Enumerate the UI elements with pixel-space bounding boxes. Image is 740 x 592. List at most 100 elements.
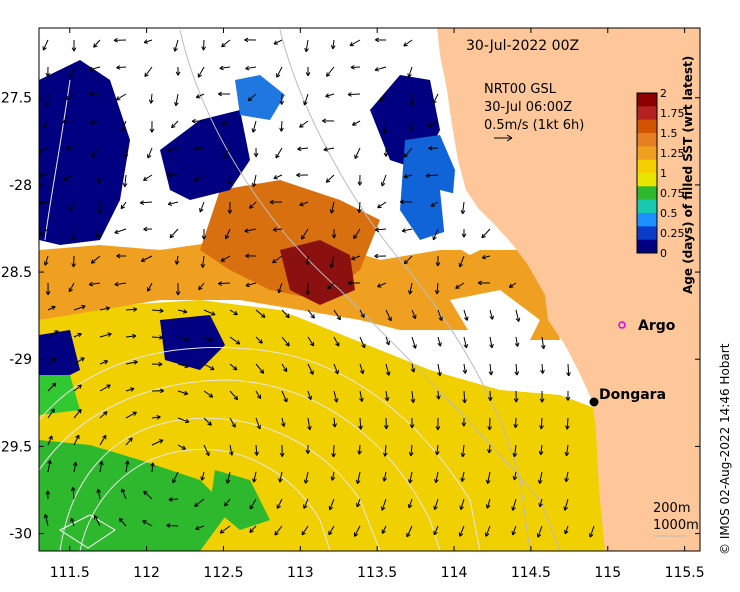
current-arrow-head — [263, 313, 266, 318]
current-arrow-head — [354, 533, 359, 537]
current-arrow-head — [262, 369, 265, 374]
current-arrow-head — [118, 518, 121, 523]
map-time-label: 30-Jul-2022 00Z — [466, 38, 579, 54]
current-arrow-head — [133, 411, 137, 416]
current-arrow — [359, 417, 362, 430]
current-arrow-head — [88, 281, 93, 286]
current-arrow-head — [45, 291, 49, 296]
current-arrow-head — [538, 502, 541, 508]
current-arrow-head — [279, 478, 283, 483]
current-arrow-head — [231, 451, 234, 456]
current-arrow-head — [198, 287, 203, 291]
current-arrow-head — [185, 418, 190, 423]
current-arrow-head — [382, 128, 385, 134]
current-arrow-head — [247, 96, 251, 101]
current-arrow-head — [387, 318, 392, 322]
current-arrow — [91, 147, 101, 157]
current-arrow — [125, 335, 137, 338]
current-arrow-head — [428, 145, 433, 149]
current-arrow — [99, 333, 112, 338]
current-arrow — [39, 201, 49, 204]
current-arrow-head — [127, 460, 130, 465]
current-arrow — [512, 498, 517, 511]
current-arrow — [359, 390, 363, 402]
current-arrow-head — [114, 232, 119, 235]
current-arrow — [166, 524, 179, 527]
sst-age-navy-west — [39, 60, 130, 245]
current-arrow-head — [357, 181, 361, 186]
current-arrow-head — [203, 235, 207, 240]
current-arrow-head — [101, 461, 104, 466]
current-arrow — [486, 498, 491, 509]
current-arrow-head — [130, 388, 135, 392]
current-arrow-head — [259, 371, 264, 374]
current-arrow-head — [107, 384, 111, 389]
current-arrow-head — [540, 369, 544, 374]
current-arrow-head — [288, 342, 290, 347]
current-arrow — [73, 333, 82, 338]
current-arrow — [463, 363, 466, 374]
y-axis: -27.5 -28 -28.5 -29 -29.5 -30 — [0, 91, 700, 543]
current-arrow-head — [565, 425, 568, 430]
current-arrow-head — [438, 395, 441, 400]
current-arrow-head — [347, 282, 352, 286]
current-arrow-head — [132, 333, 137, 337]
current-arrow — [385, 390, 389, 402]
x-tick-label: 111.5 — [50, 565, 90, 581]
current-arrow-head — [283, 369, 287, 373]
current-arrow-head — [143, 176, 146, 181]
current-arrow — [281, 417, 285, 427]
current-arrow-head — [388, 340, 390, 346]
current-arrow-head — [513, 476, 518, 481]
current-arrow-head — [71, 47, 75, 52]
colorbar-segment — [637, 119, 657, 134]
colorbar-segment — [637, 146, 657, 161]
current-arrow-head — [334, 423, 337, 428]
current-arrow-head — [72, 236, 76, 241]
current-arrow-head — [119, 517, 124, 521]
current-arrow-head — [202, 264, 206, 268]
current-arrow — [47, 382, 57, 392]
current-arrow — [244, 228, 257, 232]
colorbar-segment — [637, 226, 657, 241]
current-arrow-head — [47, 490, 51, 495]
current-arrow-head — [433, 236, 437, 241]
current-arrow-head — [437, 372, 441, 377]
current-arrow-head — [455, 284, 459, 289]
current-arrow — [171, 120, 179, 129]
current-arrow — [463, 390, 466, 403]
current-arrow — [125, 361, 138, 365]
current-arrow — [73, 305, 86, 311]
current-arrow — [42, 39, 49, 51]
current-arrow-head — [407, 73, 410, 78]
current-arrow-head — [489, 344, 493, 349]
current-arrow-head — [98, 179, 102, 184]
current-arrow — [255, 336, 263, 344]
current-arrow-head — [411, 424, 415, 429]
current-arrow-head — [134, 361, 138, 365]
current-arrow-head — [219, 65, 224, 69]
current-arrow-head — [539, 503, 543, 508]
current-arrow-head — [461, 478, 465, 482]
current-arrow-head — [159, 310, 164, 314]
current-arrow-head — [374, 67, 379, 71]
current-arrow-head — [218, 281, 223, 285]
current-arrow-head — [354, 155, 359, 160]
y-tick-label: -29.5 — [0, 439, 32, 455]
sst-age-darkred-region — [280, 240, 355, 305]
current-arrow — [255, 390, 262, 399]
current-arrow — [403, 174, 413, 178]
current-arrow-head — [149, 128, 153, 133]
current-arrow — [255, 444, 258, 456]
current-arrow-head — [408, 504, 413, 509]
current-arrow — [125, 387, 135, 392]
current-arrow-head — [410, 368, 415, 373]
current-arrow-head — [185, 363, 189, 368]
current-arrow-head — [130, 437, 133, 442]
current-arrow-head — [245, 282, 250, 287]
current-arrow-head — [73, 47, 77, 52]
current-arrow-head — [357, 450, 360, 455]
current-arrow — [177, 444, 186, 450]
current-arrow-head — [331, 453, 334, 458]
current-arrow — [116, 66, 127, 69]
